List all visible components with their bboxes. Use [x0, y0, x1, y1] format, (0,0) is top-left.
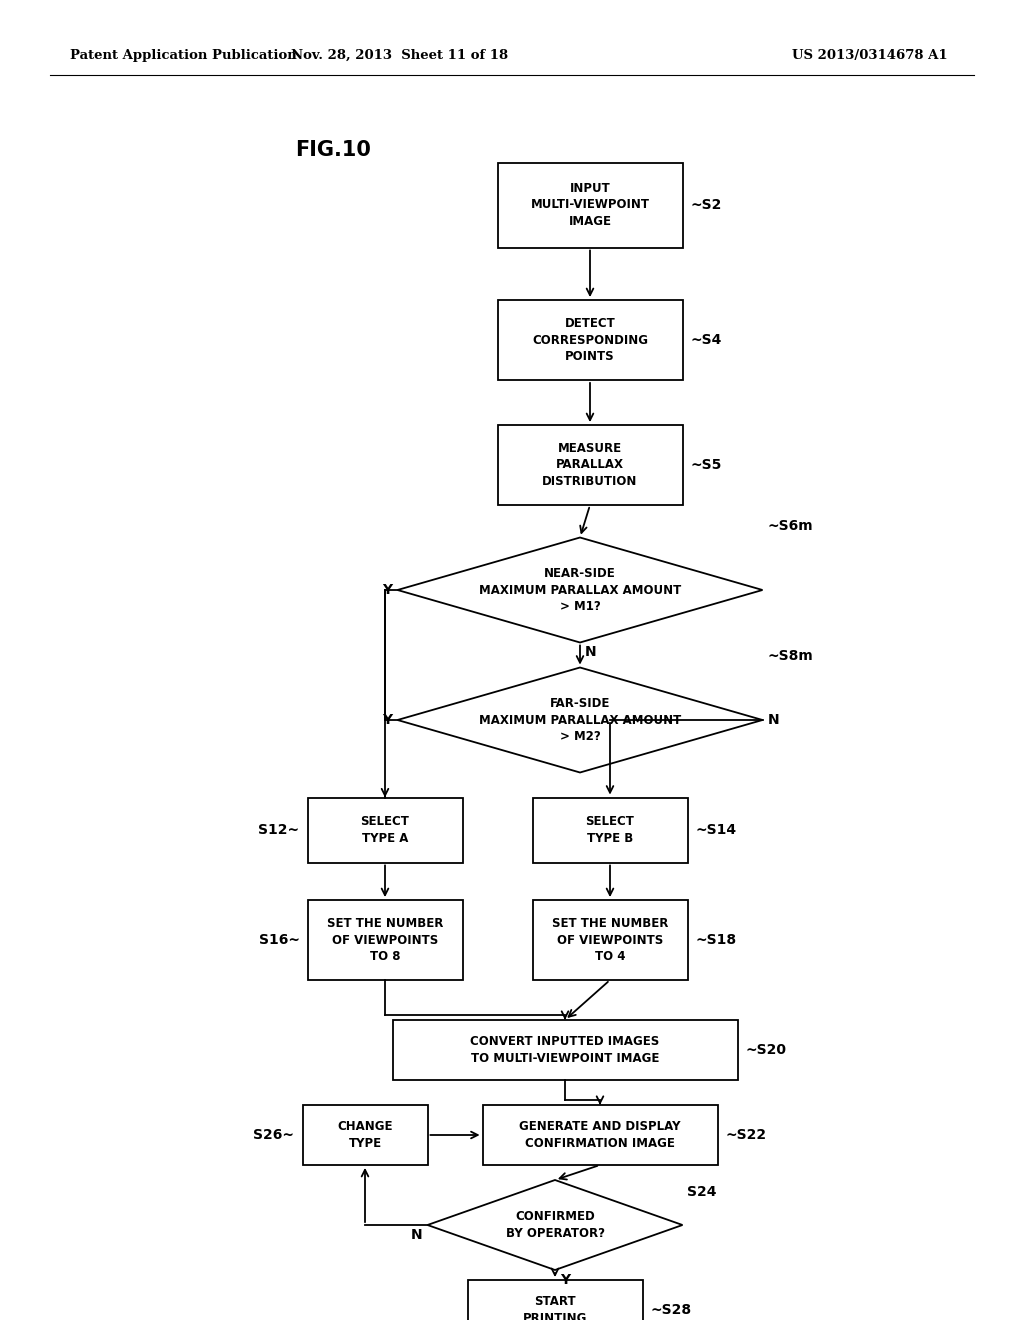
Text: ~S22: ~S22: [725, 1129, 767, 1142]
Text: ~S2: ~S2: [690, 198, 722, 213]
Text: SET THE NUMBER
OF VIEWPOINTS
TO 4: SET THE NUMBER OF VIEWPOINTS TO 4: [552, 917, 669, 964]
Text: S26~: S26~: [254, 1129, 295, 1142]
Bar: [498, 425, 683, 506]
Text: N: N: [411, 1228, 423, 1242]
Text: Y: Y: [382, 583, 392, 597]
Text: INPUT
MULTI-VIEWPOINT
IMAGE: INPUT MULTI-VIEWPOINT IMAGE: [530, 182, 649, 228]
Text: START
PRINTING: START PRINTING: [523, 1295, 587, 1320]
Text: ~S18: ~S18: [695, 933, 736, 946]
Bar: [302, 1105, 427, 1166]
Text: Y: Y: [382, 713, 392, 727]
Bar: [498, 300, 683, 380]
Text: S24: S24: [687, 1185, 717, 1199]
Text: ~S8m: ~S8m: [768, 648, 813, 663]
Text: GENERATE AND DISPLAY
CONFIRMATION IMAGE: GENERATE AND DISPLAY CONFIRMATION IMAGE: [519, 1121, 681, 1150]
Bar: [532, 900, 687, 979]
Text: CHANGE
TYPE: CHANGE TYPE: [337, 1121, 393, 1150]
Text: SET THE NUMBER
OF VIEWPOINTS
TO 8: SET THE NUMBER OF VIEWPOINTS TO 8: [327, 917, 443, 964]
Polygon shape: [427, 1180, 683, 1270]
Text: ~S4: ~S4: [690, 333, 722, 347]
Bar: [392, 1020, 737, 1080]
Text: N: N: [768, 713, 779, 727]
Text: ~S20: ~S20: [745, 1043, 786, 1057]
Text: N: N: [585, 645, 597, 660]
Bar: [468, 1280, 642, 1320]
Text: CONVERT INPUTTED IMAGES
TO MULTI-VIEWPOINT IMAGE: CONVERT INPUTTED IMAGES TO MULTI-VIEWPOI…: [470, 1035, 659, 1065]
Bar: [482, 1105, 718, 1166]
Text: FIG.10: FIG.10: [295, 140, 371, 160]
Text: S16~: S16~: [258, 933, 299, 946]
Text: DETECT
CORRESPONDING
POINTS: DETECT CORRESPONDING POINTS: [532, 317, 648, 363]
Text: SELECT
TYPE A: SELECT TYPE A: [360, 816, 410, 845]
Text: SELECT
TYPE B: SELECT TYPE B: [586, 816, 635, 845]
Text: MEASURE
PARALLAX
DISTRIBUTION: MEASURE PARALLAX DISTRIBUTION: [543, 442, 638, 488]
Text: ~S6m: ~S6m: [768, 519, 813, 532]
Text: FAR-SIDE
MAXIMUM PARALLAX AMOUNT
> M2?: FAR-SIDE MAXIMUM PARALLAX AMOUNT > M2?: [479, 697, 681, 743]
Bar: [307, 797, 463, 862]
Text: Nov. 28, 2013  Sheet 11 of 18: Nov. 28, 2013 Sheet 11 of 18: [292, 49, 509, 62]
Text: ~S14: ~S14: [695, 822, 736, 837]
Text: US 2013/0314678 A1: US 2013/0314678 A1: [793, 49, 948, 62]
Polygon shape: [397, 537, 763, 643]
Bar: [498, 162, 683, 248]
Text: ~S5: ~S5: [690, 458, 722, 473]
Bar: [307, 900, 463, 979]
Text: Patent Application Publication: Patent Application Publication: [70, 49, 297, 62]
Text: Y: Y: [560, 1272, 570, 1287]
Polygon shape: [397, 668, 763, 772]
Bar: [532, 797, 687, 862]
Text: S12~: S12~: [258, 822, 299, 837]
Text: NEAR-SIDE
MAXIMUM PARALLAX AMOUNT
> M1?: NEAR-SIDE MAXIMUM PARALLAX AMOUNT > M1?: [479, 568, 681, 612]
Text: ~S28: ~S28: [650, 1303, 691, 1317]
Text: CONFIRMED
BY OPERATOR?: CONFIRMED BY OPERATOR?: [506, 1210, 604, 1239]
